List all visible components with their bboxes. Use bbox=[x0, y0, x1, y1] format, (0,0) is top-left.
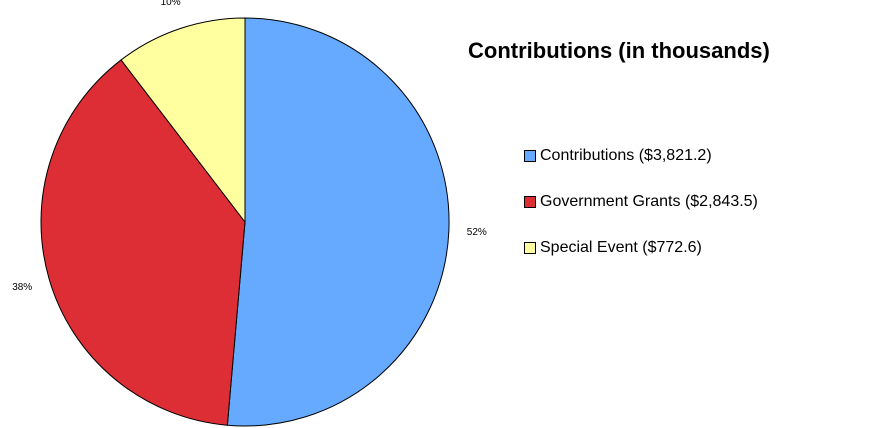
legend-item-government-grants: Government Grants ($2,843.5) bbox=[524, 190, 758, 214]
slice-percent-label: 38% bbox=[12, 282, 32, 293]
slice-percent-label: 10% bbox=[161, 0, 181, 8]
legend-swatch bbox=[524, 196, 536, 208]
legend-label: Government Grants ($2,843.5) bbox=[540, 193, 758, 210]
legend-item-contributions: Contributions ($3,821.2) bbox=[524, 144, 758, 168]
legend-item-special-event: Special Event ($772.6) bbox=[524, 236, 758, 260]
legend-swatch bbox=[524, 150, 536, 162]
slice-percent-label: 52% bbox=[467, 227, 487, 238]
pie-slice bbox=[226, 17, 450, 427]
pie-slice bbox=[120, 17, 246, 223]
chart-title: Contributions (in thousands) bbox=[468, 38, 770, 63]
pie-slice bbox=[40, 59, 246, 426]
legend-label: Special Event ($772.6) bbox=[540, 239, 702, 256]
legend-label: Contributions ($3,821.2) bbox=[540, 147, 712, 164]
legend-swatch bbox=[524, 242, 536, 254]
legend: Contributions ($3,821.2) Government Gran… bbox=[524, 144, 758, 282]
